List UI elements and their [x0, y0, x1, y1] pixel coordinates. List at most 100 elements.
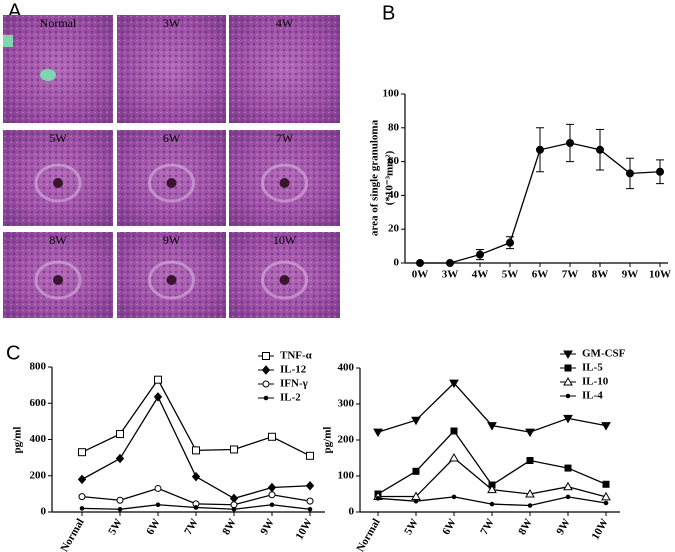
legend-label: IL-4: [582, 390, 603, 402]
histology-label: 4W: [276, 16, 294, 30]
marker: [563, 350, 573, 360]
marker: [78, 448, 86, 457]
marker: [601, 422, 611, 431]
marker: [115, 453, 125, 464]
marker: [566, 139, 574, 148]
marker: [489, 501, 495, 507]
marker: [155, 502, 161, 508]
x-tick-label: 6W: [440, 517, 459, 537]
marker: [79, 506, 85, 511]
histology-label: Normal: [40, 16, 77, 30]
granuloma-ring: [261, 260, 308, 300]
vessel: [3, 35, 13, 47]
y-axis-label: (*10⁻³mm²): [384, 150, 396, 205]
x-tick-label: 8W: [592, 269, 609, 281]
marker: [603, 500, 609, 506]
marker: [451, 494, 457, 500]
y-tick-label: 400: [30, 433, 47, 445]
marker: [373, 428, 383, 438]
marker: [487, 422, 497, 431]
x-tick-label: 5W: [502, 269, 519, 281]
marker: [656, 167, 664, 176]
x-tick-label: 6W: [532, 269, 549, 281]
y-tick-label: 800: [30, 361, 47, 373]
marker: [306, 451, 314, 460]
legend-label: IFN-γ: [280, 378, 308, 390]
marker: [411, 416, 421, 426]
marker: [449, 379, 459, 389]
granuloma-core: [279, 178, 290, 188]
marker: [527, 503, 533, 508]
marker: [565, 393, 571, 399]
marker: [117, 506, 123, 512]
y-tick-label: 60: [388, 155, 400, 167]
y-tick-label: 200: [338, 434, 355, 446]
x-tick-label: 8W: [220, 517, 239, 537]
granuloma-core: [166, 178, 177, 188]
granuloma-core: [53, 178, 63, 188]
marker: [153, 392, 163, 402]
legend-label: IL-12: [280, 364, 307, 376]
histology-texture: [3, 15, 113, 123]
marker: [564, 464, 572, 472]
marker: [450, 427, 458, 435]
legend-label: IL-10: [582, 376, 609, 388]
x-tick-label: 6W: [144, 517, 163, 537]
marker: [267, 482, 277, 493]
marker: [116, 430, 124, 439]
series-line: [81, 378, 311, 457]
x-tick-label: 5W: [402, 517, 421, 537]
marker: [263, 395, 269, 401]
y-axis-label: area of single granuloma: [369, 119, 381, 236]
marker: [230, 445, 238, 454]
x-tick-label: 8W: [516, 517, 535, 537]
marker: [446, 259, 454, 267]
marker: [626, 169, 634, 178]
x-tick-label: 4W: [472, 269, 489, 281]
granuloma-ring: [34, 260, 82, 300]
panel-label: B: [382, 2, 395, 24]
marker: [191, 471, 201, 482]
histology-texture: [229, 15, 340, 123]
granuloma-ring: [148, 163, 195, 203]
granuloma-ring: [148, 260, 195, 300]
x-tick-label: Normal: [58, 517, 86, 552]
x-tick-label: 10W: [589, 517, 610, 542]
marker: [526, 457, 534, 465]
marker: [563, 481, 573, 491]
marker: [416, 259, 424, 267]
marker: [563, 376, 573, 386]
x-tick-label: 7W: [182, 517, 201, 537]
granuloma-ring: [34, 163, 82, 203]
marker: [412, 467, 420, 475]
x-tick-label: 10W: [293, 517, 314, 542]
histology-label: 6W: [163, 131, 181, 145]
x-tick-label: 7W: [562, 269, 579, 281]
histology-label: 8W: [49, 233, 67, 247]
y-axis-label: pg/ml: [322, 427, 334, 454]
x-tick-label: 7W: [478, 517, 497, 537]
marker: [192, 446, 200, 455]
marker: [601, 491, 611, 501]
x-tick-label: 5W: [106, 517, 125, 537]
marker: [506, 238, 514, 247]
y-tick-label: 0: [349, 506, 355, 518]
granuloma-ring: [261, 163, 308, 203]
marker: [230, 501, 238, 509]
marker: [77, 474, 87, 485]
x-tick-label: 9W: [554, 517, 573, 537]
histology-grid: Normal 3W 4W 5W 6W 7W 8W 9W 10W: [3, 15, 340, 318]
legend-label: TNF-α: [280, 350, 313, 362]
vessel: [40, 69, 56, 81]
marker: [413, 498, 419, 504]
marker: [116, 496, 124, 504]
histology-label: 5W: [49, 131, 67, 145]
marker: [262, 380, 270, 388]
granuloma-core: [279, 275, 290, 285]
legend-label: IL-2: [280, 392, 301, 404]
marker: [596, 145, 604, 154]
x-tick-label: 9W: [258, 517, 277, 537]
legend-label: GM-CSF: [582, 348, 626, 360]
marker: [307, 506, 313, 512]
